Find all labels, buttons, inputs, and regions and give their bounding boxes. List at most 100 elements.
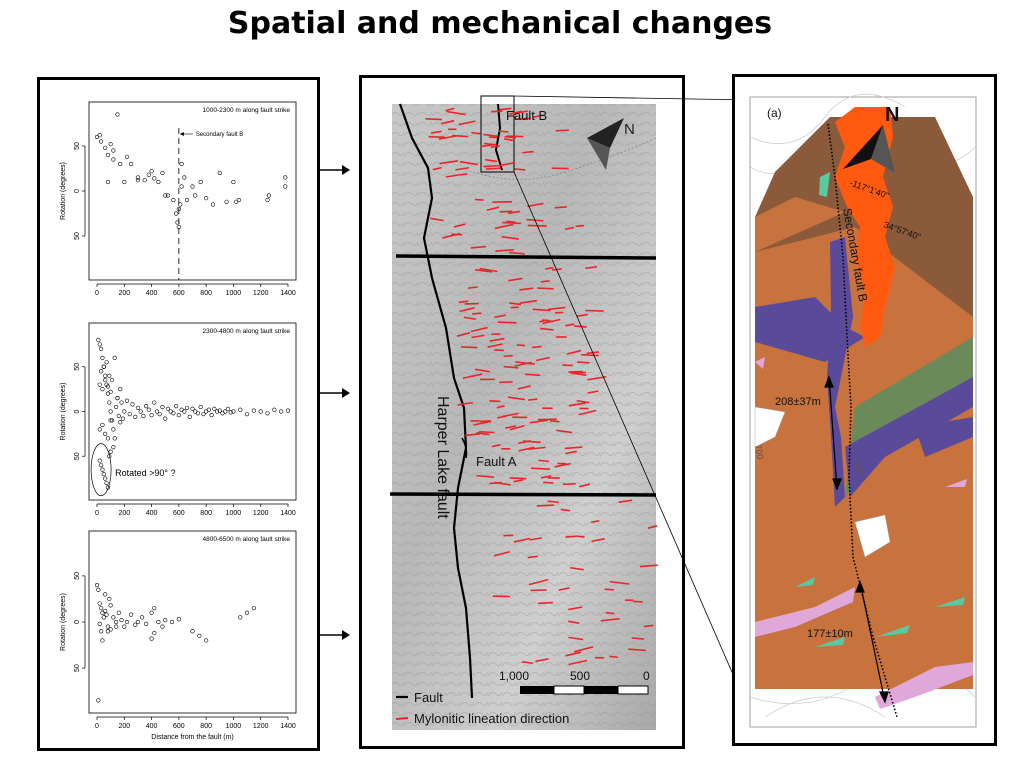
data-point (107, 400, 112, 405)
lineation-mark (528, 398, 538, 401)
data-point (163, 618, 168, 623)
mylonitic-lineations (425, 107, 658, 666)
data-point (113, 404, 119, 410)
lineation-mark (567, 620, 580, 624)
data-point (146, 172, 151, 177)
lineation-mark (555, 129, 570, 132)
lineation-mark (566, 349, 582, 355)
lineation-mark (430, 130, 442, 134)
lineation-mark (578, 409, 597, 416)
scatter-plot-3: 4800-6500 m along fault strike 0 200 400 600… (60, 530, 297, 741)
lineation-mark (455, 166, 470, 171)
data-point (146, 407, 151, 412)
data-point (266, 193, 271, 198)
data-point (197, 633, 202, 638)
lineation-mark (460, 346, 478, 349)
lineation-mark (499, 107, 512, 111)
lineation-mark (570, 566, 584, 571)
lineation-mark (456, 331, 471, 337)
lineation-mark (643, 624, 654, 628)
data-point (174, 211, 179, 216)
data-point (100, 638, 105, 643)
lineation-mark (587, 390, 599, 394)
data-point (101, 472, 106, 477)
plot-frame (88, 322, 297, 501)
unit-white-1 (754, 406, 786, 448)
lineation-mark (474, 268, 492, 273)
data-point (108, 603, 113, 608)
lineation-mark (631, 637, 645, 640)
scale-tick-1000: 1,000 (499, 669, 529, 683)
data-point (135, 175, 141, 180)
data-point (149, 412, 154, 418)
data-point (100, 422, 105, 428)
data-point (160, 170, 165, 176)
lineation-mark (479, 267, 498, 273)
lineation-mark (483, 164, 497, 168)
data-point (217, 408, 222, 413)
lineation-mark (538, 459, 549, 463)
data-point (187, 414, 192, 419)
data-point (98, 629, 104, 634)
plot-title: 2300-4800 m along fault strike (203, 328, 291, 335)
lineation-mark (485, 158, 498, 163)
data-point (97, 458, 102, 463)
data-point (98, 463, 104, 468)
data-point (103, 476, 108, 481)
plot-frame (88, 101, 297, 281)
data-point (195, 411, 201, 416)
scale-tick-500: 500 (570, 669, 590, 683)
lineation-mark (545, 266, 554, 270)
lineation-mark (467, 286, 478, 289)
lineation-mark (472, 312, 482, 315)
lineation-mark (496, 404, 505, 409)
data-point (119, 400, 124, 405)
lineation-mark (547, 306, 566, 311)
data-point (122, 624, 127, 629)
data-point (107, 373, 112, 378)
data-point (182, 409, 187, 414)
lineation-mark (576, 313, 588, 318)
data-point (97, 382, 102, 387)
data-point (119, 618, 124, 623)
x-tick-label: 1200 (253, 290, 269, 297)
data-point (231, 179, 236, 185)
lineation-mark (486, 206, 500, 212)
lineation-mark (513, 537, 531, 543)
lineation-mark (528, 446, 546, 451)
lineation-mark (464, 433, 480, 437)
data-point (144, 621, 149, 626)
x-tick-label: 1000 (226, 723, 242, 730)
y-tick-label: 50 (74, 142, 81, 150)
fault-map: N Fault B Fault A Harper Lake fault 1,00… (389, 95, 658, 730)
lineation-mark (442, 232, 461, 239)
data-point (103, 608, 108, 614)
lineation-mark (581, 353, 599, 357)
north-label: N (885, 104, 899, 126)
lineation-mark (549, 420, 560, 423)
lineation-mark (499, 210, 513, 213)
lineation-mark (459, 160, 479, 166)
lineation-mark (445, 174, 460, 178)
lineation-mark (536, 504, 554, 507)
y-tick-label: 50 (74, 664, 81, 672)
data-point (124, 154, 130, 159)
x-tick-label: 600 (173, 723, 185, 730)
lineation-mark (579, 483, 591, 488)
lineation-mark (605, 611, 615, 615)
data-point (116, 413, 121, 419)
lineation-mark (537, 287, 554, 290)
data-point (251, 408, 256, 413)
x-tick-label: 1400 (280, 510, 296, 517)
data-point (152, 176, 157, 181)
data-point (169, 619, 175, 625)
lineation-mark (609, 655, 618, 659)
data-point (97, 342, 102, 347)
lineation-mark (554, 206, 567, 209)
north-arrow-icon (587, 118, 624, 170)
data-point (223, 409, 228, 414)
lineation-mark (562, 364, 573, 367)
data-point (104, 360, 109, 365)
data-point (184, 197, 190, 203)
data-point (182, 175, 187, 180)
